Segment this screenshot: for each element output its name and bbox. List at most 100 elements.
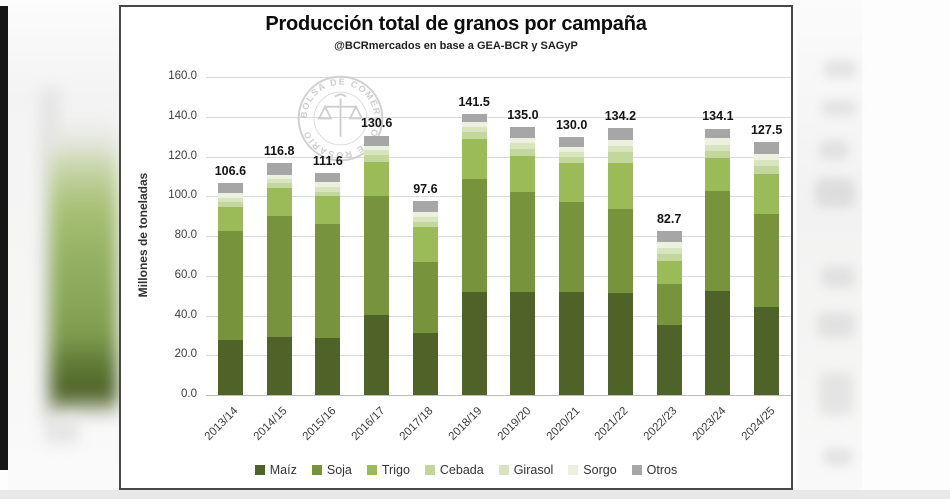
total-label: 134.2 [604,109,637,124]
stacked-bar [510,77,536,395]
total-label: 116.8 [263,143,295,158]
bar-segment-girasol [217,197,243,203]
total-label: 130.0 [555,117,588,132]
bar-segment-maíz [315,337,341,395]
gridline [206,116,791,118]
gridline [206,236,791,237]
left-bottom-smudge [45,418,79,444]
legend-swatch [424,465,435,475]
bar-segment-sorgo [510,138,536,144]
bar-segment-girasol [461,127,487,133]
bar-segment-trigo [607,163,633,210]
bar-segment-maíz [412,332,438,395]
right-blur-blob [817,312,855,338]
x-axis-label: 2020/21 [544,405,583,443]
stacked-bar [315,77,341,395]
bar-segment-soja [559,201,585,293]
bar-segment-trigo [559,163,585,202]
bar-segment-sorgo [607,140,633,147]
bar-segment-soja [510,192,536,292]
bar-segment-cebada [461,132,487,139]
legend-item: Otros [631,463,678,477]
bar-segment-trigo [412,227,438,262]
legend-item: Cebada [424,463,484,477]
bar-segment-cebada [412,221,438,228]
bar-segment-soja [754,214,780,308]
bar-segment-girasol [364,149,390,155]
bar-segment-girasol [510,143,536,149]
bar-segment-otros [656,230,682,242]
bar-segment-sorgo [266,174,292,179]
y-axis-tick-label: 40.0 [174,308,197,321]
x-axis-label: 2015/16 [300,405,339,443]
y-axis-tick-label: 140.0 [168,109,197,122]
stacked-bar [266,77,292,395]
stacked-bar [217,77,243,395]
bar-segment-otros [364,135,390,146]
legend-swatch [498,465,509,475]
scales-icon [317,93,364,137]
legend-swatch [631,465,642,475]
bar-segment-trigo [266,188,292,216]
right-blur-blob [821,266,855,288]
x-axis-label: 2022/23 [641,405,680,443]
bar-segment-otros [266,162,292,175]
bar-segment-otros [559,136,585,147]
bar-segment-maíz [510,291,536,395]
right-blur-blob [821,100,857,116]
right-background [797,0,862,490]
x-axis-label: 2023/24 [690,405,729,443]
stacked-bar [656,77,682,395]
gridline [206,315,791,317]
bar-segment-cebada [705,150,731,158]
gridline [206,275,791,277]
legend-swatch [366,465,377,475]
bar-segment-otros [607,128,633,141]
legend-swatch [254,465,265,475]
bar-segment-otros [754,141,780,155]
legend-item: Girasol [498,463,553,477]
bar-segment-cebada [364,154,390,162]
bar-segment-maíz [559,292,585,395]
y-axis-tick-label: 120.0 [168,149,197,162]
right-blur-blob [819,140,849,160]
total-label: 127.5 [750,122,783,137]
bar-segment-otros [217,183,243,194]
bottom-edge-strip [0,490,950,499]
left-edge-strip [0,6,8,470]
chart-panel: Producción total de granos por campaña @… [119,5,793,490]
bar-segment-maíz [266,336,292,395]
bar-segment-cebada [315,191,341,197]
bar-segment-girasol [412,216,438,222]
right-blur-blob [815,178,855,208]
bar-segment-maíz [705,290,731,395]
right-blur-blob [819,372,853,416]
bar-segment-trigo [656,260,682,285]
total-label: 82.7 [656,211,682,226]
bar-segment-cebada [266,183,292,189]
right-blur-blob [823,60,857,78]
bar-segment-trigo [705,157,731,192]
legend-label: Trigo [381,463,410,477]
bar-segment-soja [656,284,682,326]
stacked-bar [754,77,780,395]
bar-segment-cebada [607,152,633,164]
bar-segment-sorgo [364,145,390,150]
bar-segment-soja [315,224,341,338]
legend-label: Cebada [439,463,484,477]
total-label: 106.6 [214,164,247,179]
bar-segment-maíz [217,339,243,395]
x-axis-label: 2019/20 [495,405,534,443]
right-blur-blob [823,448,853,466]
legend: Maíz Soja Trigo Cebada Girasol Sorgo Otros [146,463,786,477]
legend-label: Sorgo [583,463,617,477]
x-axis-label: 2024/25 [739,405,778,443]
seal-outer-ring [297,75,384,162]
gridline [206,355,791,357]
bar-segment-girasol [656,248,682,255]
legend-label: Otros [646,463,678,477]
x-axis-label: 2016/17 [349,405,388,443]
bar-segment-otros [315,173,341,183]
legend-label: Soja [326,463,352,477]
bar-segment-soja [461,178,487,293]
